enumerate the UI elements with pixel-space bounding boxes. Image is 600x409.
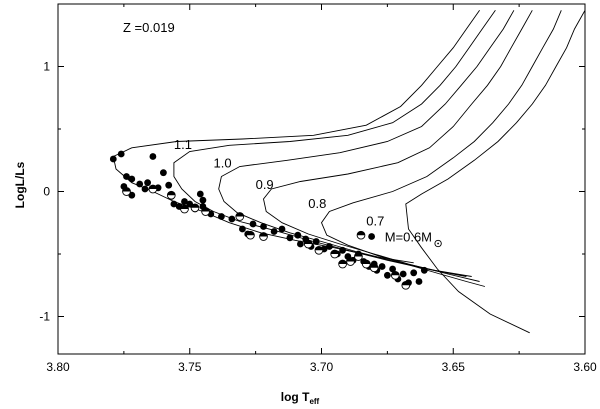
- star-point: [368, 233, 375, 240]
- star-point: [218, 213, 225, 220]
- data-points: [109, 150, 428, 290]
- plot-frame: [57, 3, 586, 355]
- star-point: [384, 271, 391, 279]
- star-point: [312, 238, 320, 245]
- track-label: M=0.6M: [385, 230, 432, 245]
- track-line-10: [173, 10, 496, 277]
- star-point-half-filled: [148, 184, 158, 194]
- track-label: 0.8: [308, 196, 326, 211]
- star-point: [378, 263, 386, 270]
- star-point-half-filled: [390, 270, 400, 280]
- star-point: [196, 190, 204, 198]
- star-point-half-filled: [190, 203, 200, 213]
- star-point-half-filled: [235, 212, 245, 221]
- star-point: [415, 278, 423, 285]
- star-point: [144, 179, 152, 187]
- star-point-half-filled: [180, 204, 189, 214]
- track-line-09: [218, 10, 515, 277]
- y-tick-label: -1: [39, 310, 50, 324]
- track-label: 1.0: [214, 156, 232, 171]
- star-point: [136, 180, 144, 188]
- star-point-half-filled: [356, 230, 366, 240]
- track-label: 1.1: [174, 137, 192, 152]
- y-tick-label: 1: [43, 60, 50, 74]
- sun-symbol-icon: [434, 239, 442, 248]
- star-point: [181, 198, 188, 205]
- star-point-half-filled: [401, 280, 411, 290]
- star-point-half-filled: [201, 207, 210, 216]
- star-point: [239, 225, 246, 233]
- star-point: [149, 153, 157, 160]
- track-labels: 1.1 1.0 0.9 0.8 0.7M=0.6M: [174, 137, 442, 248]
- star-point-half-filled: [346, 257, 355, 266]
- star-point-half-filled: [330, 249, 340, 259]
- tick-labels: 3.80 3.75 3.70 3.65 3.60 -1 0 1: [39, 60, 597, 375]
- track-line-11: [112, 10, 480, 264]
- x-tick-label: 3.60: [573, 360, 597, 374]
- star-point: [420, 266, 428, 274]
- star-point: [109, 155, 117, 163]
- star-point: [199, 196, 207, 204]
- star-point-half-filled: [166, 190, 176, 200]
- star-point: [339, 246, 346, 254]
- star-point: [326, 243, 333, 250]
- track-line-M06M: [405, 10, 585, 334]
- star-point: [123, 173, 130, 180]
- star-point-half-filled: [314, 245, 324, 255]
- x-tick-label: 3.80: [46, 360, 70, 374]
- star-point: [286, 234, 294, 242]
- star-point-half-filled: [259, 232, 268, 241]
- track-label: 0.9: [256, 177, 274, 192]
- x-axis-label-main: log T: [281, 390, 310, 404]
- x-tick-label: 3.65: [442, 360, 466, 374]
- y-tick-label: 0: [43, 185, 50, 199]
- star-point: [141, 185, 149, 193]
- track-label: 0.7: [366, 213, 384, 228]
- star-point: [294, 231, 302, 239]
- star-point: [117, 150, 125, 158]
- star-point-half-filled: [354, 252, 363, 261]
- star-point-half-filled: [246, 230, 255, 240]
- y-axis-label: LogL/Ls: [13, 161, 27, 208]
- star-point-half-filled: [303, 239, 313, 249]
- star-point: [128, 175, 136, 183]
- star-point: [160, 169, 167, 177]
- star-point: [228, 215, 236, 223]
- star-point: [399, 270, 407, 278]
- star-point-half-filled: [338, 259, 347, 269]
- star-point: [270, 228, 278, 235]
- star-point-half-filled: [361, 259, 371, 269]
- star-point-half-filled: [369, 263, 379, 273]
- star-point-half-filled: [122, 187, 131, 196]
- star-point: [165, 181, 173, 189]
- star-point: [410, 269, 418, 277]
- star-point: [249, 220, 257, 228]
- star-point: [297, 240, 304, 248]
- axis-ticks: [57, 3, 586, 354]
- star-point: [278, 225, 286, 233]
- star-point: [260, 223, 267, 230]
- x-axis-label-sub: eff: [309, 397, 319, 406]
- star-point: [389, 265, 396, 273]
- evolutionary-tracks: [112, 10, 585, 334]
- x-tick-label: 3.75: [178, 360, 202, 374]
- star-point: [170, 200, 178, 208]
- metallicity-annotation: Z =0.019: [123, 20, 175, 35]
- track-line-07: [320, 10, 562, 287]
- x-tick-label: 3.70: [310, 360, 334, 374]
- x-axis-label: log Teff: [281, 390, 320, 406]
